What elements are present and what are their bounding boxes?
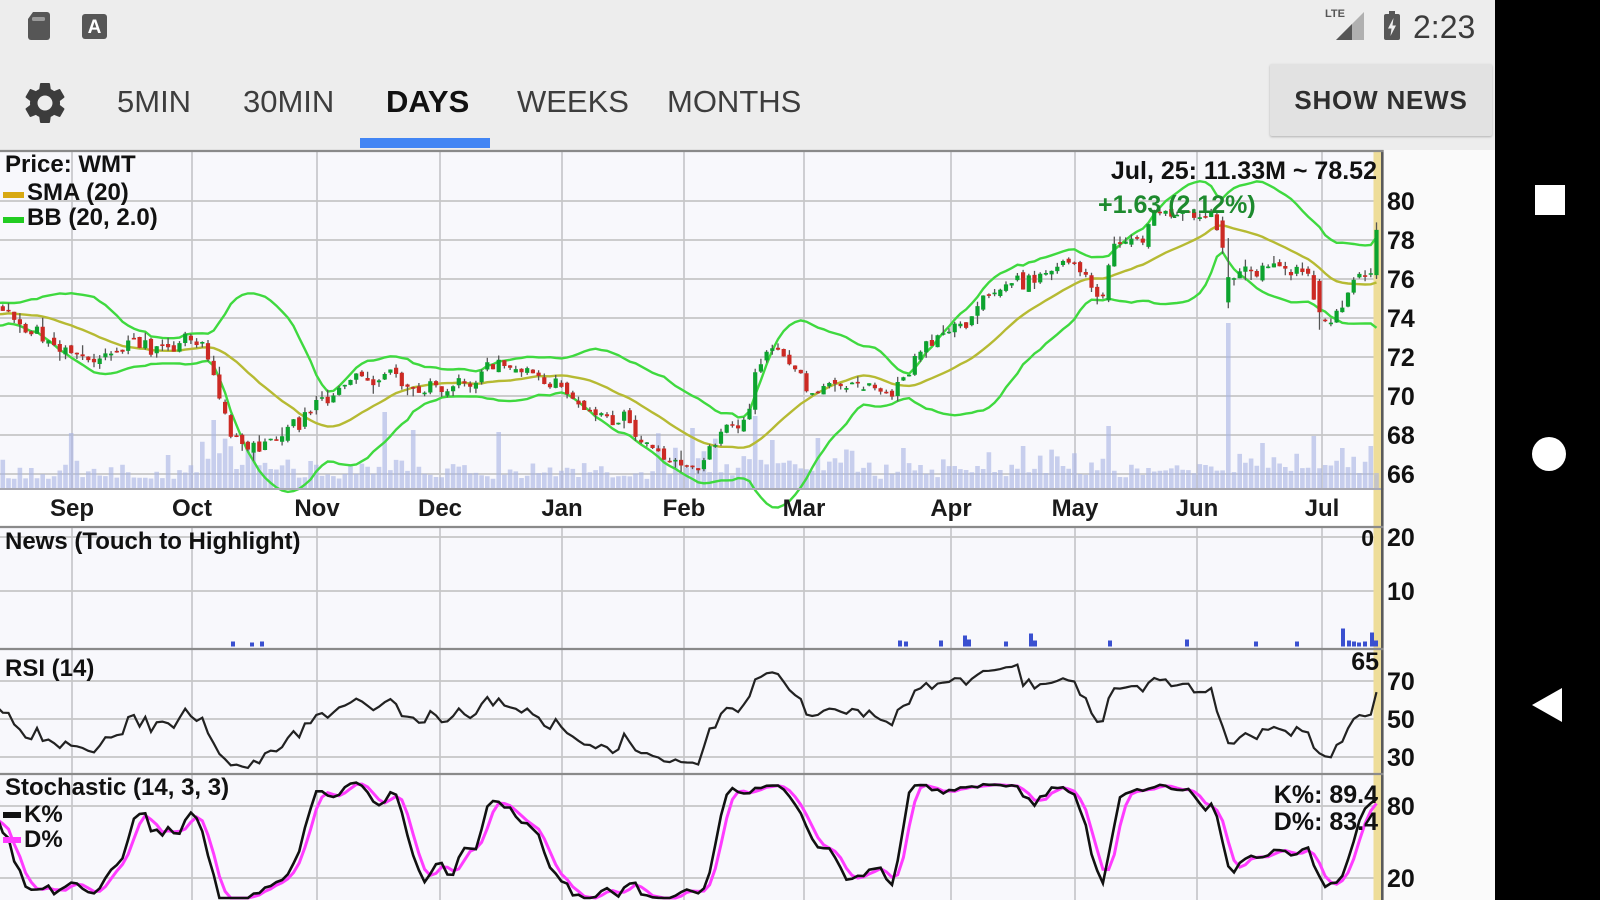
- svg-text:Sep: Sep: [50, 495, 94, 522]
- svg-text:D%: 83.4: D%: 83.4: [1274, 808, 1378, 836]
- svg-text:Jul, 25: 11.33M ~ 78.52: Jul, 25: 11.33M ~ 78.52: [1111, 157, 1377, 185]
- svg-text:BB (20, 2.0): BB (20, 2.0): [27, 204, 158, 231]
- svg-text:20: 20: [1387, 865, 1415, 893]
- svg-text:Stochastic (14, 3, 3): Stochastic (14, 3, 3): [5, 774, 229, 801]
- svg-text:68: 68: [1387, 422, 1415, 450]
- svg-text:+1.63 (2.12%): +1.63 (2.12%): [1098, 191, 1256, 219]
- svg-text:Feb: Feb: [663, 495, 706, 522]
- svg-text:0: 0: [1361, 525, 1374, 551]
- svg-text:2:23: 2:23: [1413, 9, 1475, 45]
- svg-text:72: 72: [1387, 344, 1415, 372]
- svg-text:70: 70: [1387, 668, 1415, 696]
- svg-text:SMA (20): SMA (20): [27, 179, 129, 206]
- svg-text:80: 80: [1387, 793, 1415, 821]
- svg-text:Oct: Oct: [172, 495, 212, 522]
- svg-text:LTE: LTE: [1325, 8, 1345, 20]
- svg-text:20: 20: [1387, 524, 1415, 552]
- svg-text:A: A: [88, 17, 102, 38]
- svg-text:50: 50: [1387, 706, 1415, 734]
- svg-text:Jul: Jul: [1305, 495, 1340, 522]
- svg-text:Nov: Nov: [294, 495, 340, 522]
- svg-text:Apr: Apr: [930, 495, 971, 522]
- svg-text:Jan: Jan: [541, 495, 582, 522]
- svg-text:74: 74: [1387, 305, 1415, 333]
- svg-text:Price: WMT: Price: WMT: [5, 151, 136, 178]
- svg-text:K%: 89.4: K%: 89.4: [1274, 781, 1378, 809]
- svg-text:Dec: Dec: [418, 495, 462, 522]
- svg-text:10: 10: [1387, 578, 1415, 606]
- svg-text:K%: K%: [24, 801, 63, 828]
- svg-text:D%: D%: [24, 826, 63, 853]
- svg-text:78: 78: [1387, 227, 1415, 255]
- svg-text:80: 80: [1387, 188, 1415, 216]
- svg-text:News (Touch to Highlight): News (Touch to Highlight): [5, 528, 301, 555]
- svg-text:RSI (14): RSI (14): [5, 655, 94, 682]
- svg-text:May: May: [1052, 495, 1099, 522]
- svg-text:66: 66: [1387, 461, 1415, 489]
- svg-text:70: 70: [1387, 383, 1415, 411]
- svg-text:65: 65: [1351, 648, 1379, 676]
- svg-text:Jun: Jun: [1176, 495, 1219, 522]
- svg-text:76: 76: [1387, 266, 1415, 294]
- svg-text:30: 30: [1387, 744, 1415, 772]
- svg-text:Mar: Mar: [783, 495, 826, 522]
